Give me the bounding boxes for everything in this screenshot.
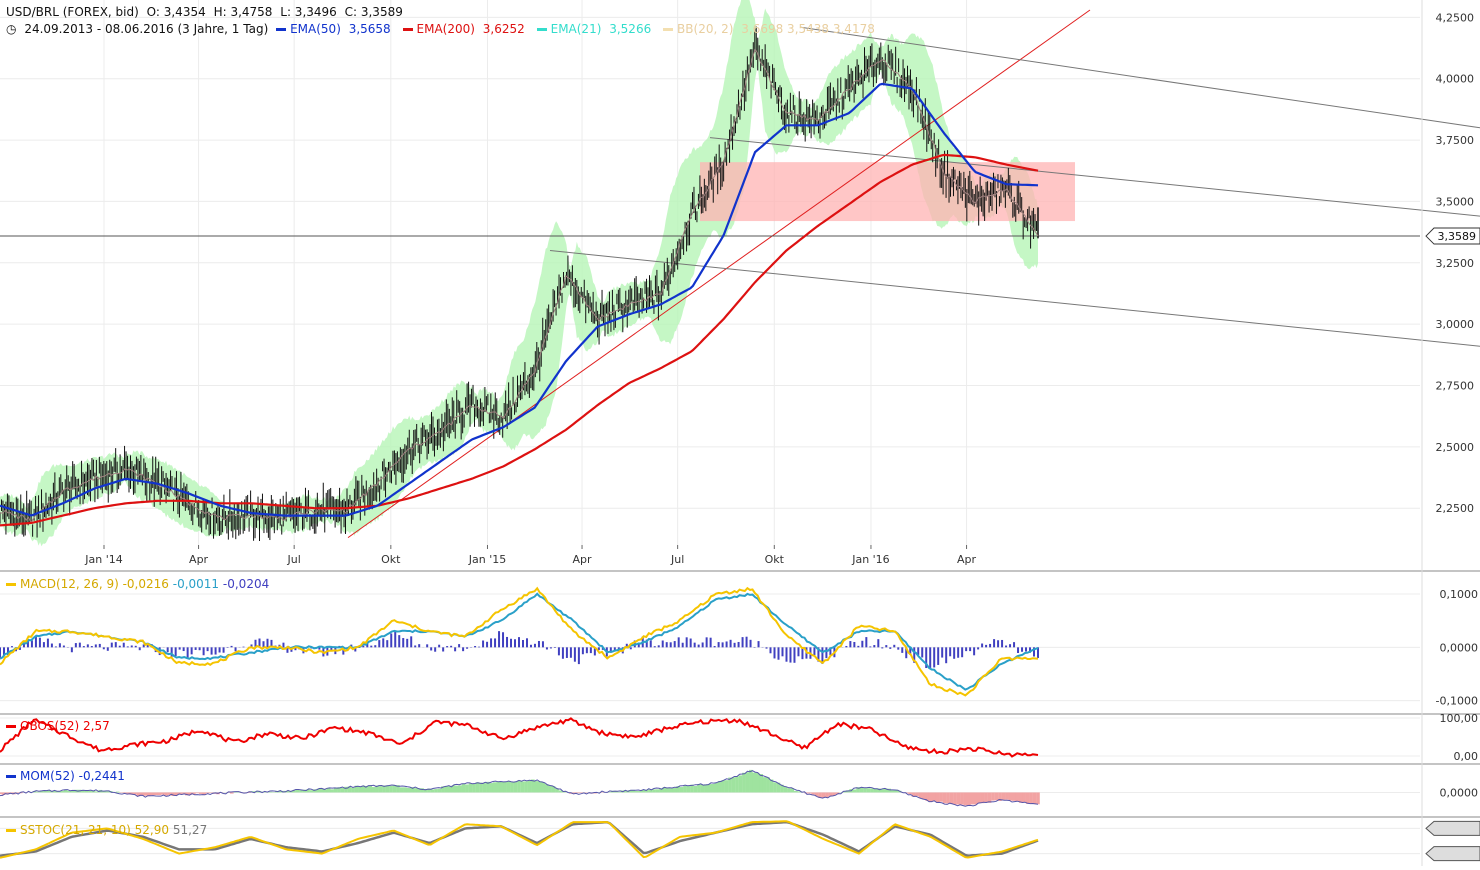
legend-obos-v1: 2,57 — [83, 719, 110, 733]
sub-y-tick-label: 0,1000 — [1440, 588, 1479, 601]
price-y-tick-label: 4,2500 — [1436, 11, 1475, 24]
price-x-tick-label: Jan '15 — [468, 553, 506, 566]
legend-ema50[interactable]: EMA(50) 3,5658 — [276, 22, 395, 36]
price-x-tick-label: Okt — [381, 553, 401, 566]
legend-mom[interactable]: MOM(52) -0,2441 — [6, 769, 125, 783]
legend-ema200[interactable]: EMA(200) 3,6252 — [402, 22, 529, 36]
legend-obos[interactable]: OBOS(52) 2,57 — [6, 719, 110, 733]
sstoc-level-tag — [1425, 820, 1480, 836]
price-x-tick-label: Jan '14 — [84, 553, 122, 566]
legend-macd-v3: -0,0204 — [222, 577, 270, 591]
price-x-tick-label: Jan '16 — [851, 553, 889, 566]
ohlc-low: L: 3,3496 — [280, 5, 337, 19]
ema50-line — [0, 82, 1039, 517]
sub-y-tick-label: -0,1000 — [1436, 695, 1478, 708]
price-x-tick-label: Apr — [957, 553, 977, 566]
chart-header: USD/BRL (FOREX, bid) O: 3,4354 H: 3,4758… — [6, 4, 883, 38]
sstoc-level-tag — [1425, 846, 1480, 862]
price-y-tick-label: 3,5000 — [1436, 195, 1475, 208]
header-line-2: ◷ 24.09.2013 - 08.06.2016 (3 Jahre, 1 Ta… — [6, 21, 883, 38]
legend-macd-name: MACD(12, 26, 9) — [20, 577, 119, 591]
legend-sstoc-name: SSTOC(21, 21, 10) — [20, 823, 131, 837]
price-y-tick-label: 2,2500 — [1436, 502, 1475, 515]
price-y-tick-label: 2,5000 — [1436, 441, 1475, 454]
price-y-tick-label: 3,0000 — [1436, 318, 1475, 331]
last-price-tag — [1425, 227, 1480, 245]
macd-signal-line — [0, 592, 1039, 691]
sub-y-tick-label: 0,00 — [1454, 750, 1479, 763]
ohlc-close: C: 3,3589 — [344, 5, 403, 19]
channel-line-lower — [549, 250, 1480, 347]
price-x-tick-label: Okt — [765, 553, 785, 566]
symbol-title: USD/BRL (FOREX, bid) — [6, 5, 139, 19]
ema21-line — [0, 48, 1039, 524]
price-x-tick-label: Jul — [287, 553, 301, 566]
macd-line — [0, 586, 1039, 697]
legend-bb-name: BB(20, 2) — [677, 22, 734, 36]
legend-ema50-value: 3,5658 — [348, 22, 391, 36]
clock-icon: ◷ — [6, 22, 17, 36]
legend-ema200-value: 3,6252 — [482, 22, 525, 36]
legend-sstoc[interactable]: SSTOC(21, 21, 10) 52,90 51,27 — [6, 823, 207, 837]
legend-sstoc-v1: 52,90 — [134, 823, 170, 837]
channel-line-middle — [709, 137, 1480, 217]
sub-y-tick-label: 0,0000 — [1440, 641, 1479, 654]
legend-mom-name: MOM(52) — [20, 769, 75, 783]
momentum-line — [0, 770, 1039, 807]
price-x-tick-label: Apr — [573, 553, 593, 566]
price-x-tick-label: Jul — [670, 553, 684, 566]
price-y-tick-label: 3,7500 — [1436, 134, 1475, 147]
sub-y-tick-label: 0,0000 — [1440, 786, 1479, 799]
legend-ema21-name: EMA(21) — [550, 22, 602, 36]
legend-macd-v2: -0,0011 — [172, 577, 220, 591]
price-x-tick-label: Apr — [189, 553, 209, 566]
price-y-tick-label: 4,0000 — [1436, 73, 1475, 86]
price-y-tick-label: 3,2500 — [1436, 257, 1475, 270]
ohlc-open: O: 3,4354 — [146, 5, 206, 19]
legend-bb-value: 3,6698 3,5438 3,4178 — [741, 22, 875, 36]
sub-y-tick-label: 100,00 — [1440, 712, 1479, 725]
legend-sstoc-v2: 51,27 — [172, 823, 208, 837]
legend-macd[interactable]: MACD(12, 26, 9) -0,0216 -0,0011 -0,0204 — [6, 577, 269, 591]
ema200-line — [0, 153, 1039, 527]
obos-line — [0, 717, 1039, 758]
ohlc-high: H: 3,4758 — [213, 5, 273, 19]
legend-ema21-value: 3,5266 — [609, 22, 652, 36]
header-line-1: USD/BRL (FOREX, bid) O: 3,4354 H: 3,4758… — [6, 4, 883, 21]
bollinger-band-area — [0, 0, 1038, 547]
channel-line-upper — [799, 26, 1480, 129]
legend-ema21[interactable]: EMA(21) 3,5266 — [536, 22, 656, 36]
legend-obos-name: OBOS(52) — [20, 719, 80, 733]
legend-ema200-name: EMA(200) — [416, 22, 475, 36]
legend-ema50-name: EMA(50) — [290, 22, 341, 36]
legend-mom-v1: -0,2441 — [78, 769, 125, 783]
price-y-tick-label: 2,7500 — [1436, 379, 1475, 392]
uptrend-line — [347, 9, 1091, 539]
legend-macd-v1: -0,0216 — [122, 577, 169, 591]
last-price-label: 3,3589 — [1438, 230, 1477, 243]
sstoc-k-line — [0, 820, 1039, 859]
legend-bb[interactable]: BB(20, 2) 3,6698 3,5438 3,4178 — [663, 22, 879, 36]
date-range: 24.09.2013 - 08.06.2016 (3 Jahre, 1 Tag) — [24, 22, 269, 36]
